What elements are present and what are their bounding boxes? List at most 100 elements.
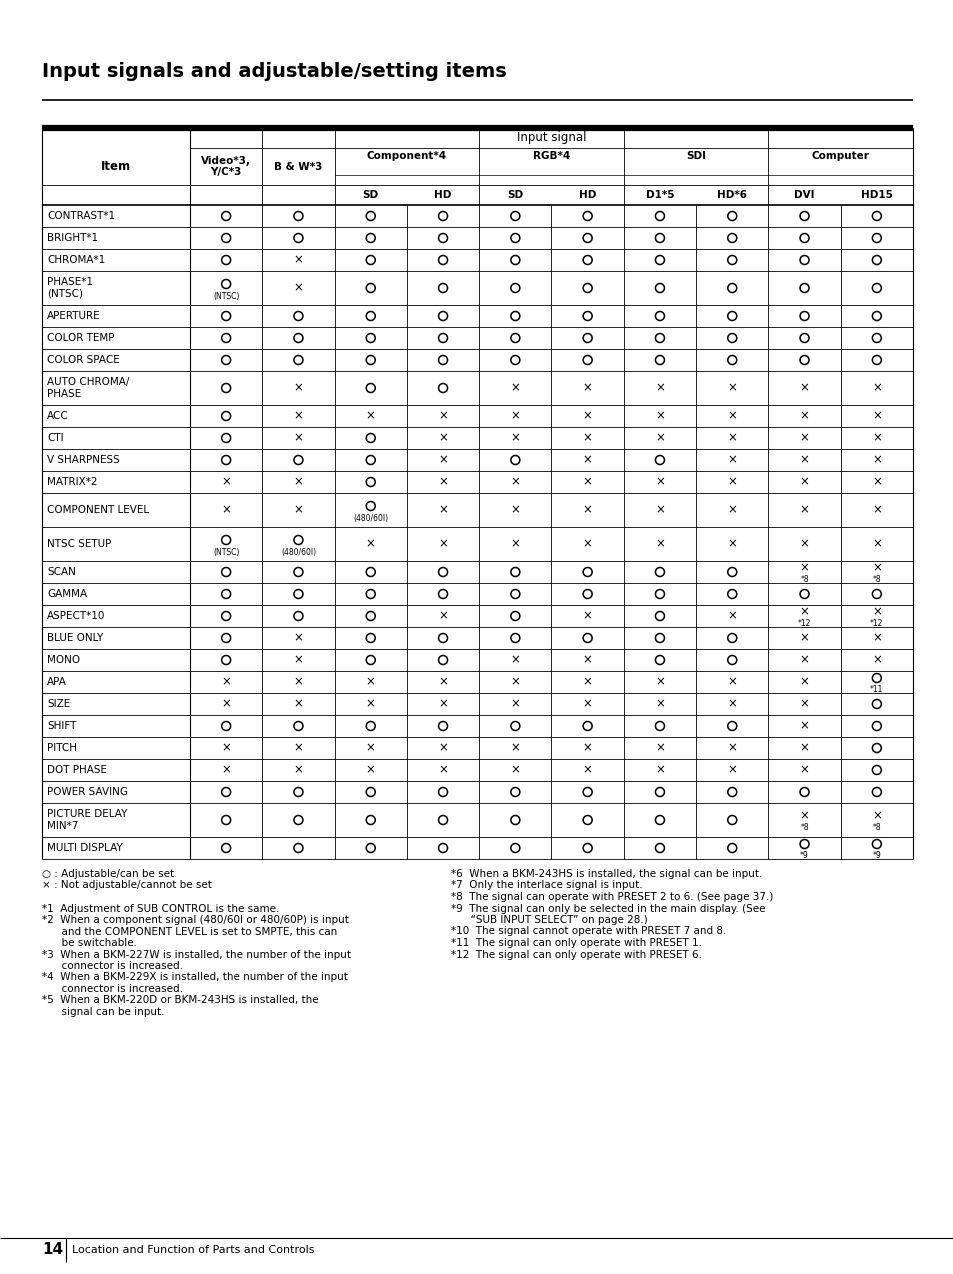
Text: ×: × (799, 454, 809, 466)
Text: POWER SAVING: POWER SAVING (47, 787, 128, 798)
Text: ×: × (221, 503, 231, 516)
Text: ×: × (582, 381, 592, 395)
Text: ×: × (582, 432, 592, 445)
Text: ×: × (510, 697, 519, 711)
Text: ×: × (510, 409, 519, 423)
Text: SHIFT: SHIFT (47, 721, 76, 731)
Text: ×: × (871, 409, 881, 423)
Text: ×: × (799, 409, 809, 423)
Text: SDI: SDI (685, 152, 705, 161)
Text: ×: × (437, 538, 448, 550)
Text: ×: × (799, 475, 809, 488)
Text: connector is increased.: connector is increased. (42, 984, 183, 994)
Text: HD*6: HD*6 (717, 190, 746, 200)
Text: ×: × (655, 475, 664, 488)
Text: HD15: HD15 (860, 190, 892, 200)
Text: MULTI DISPLAY: MULTI DISPLAY (47, 843, 123, 854)
Text: ×: × (294, 503, 303, 516)
Text: ×: × (582, 741, 592, 754)
Text: DOT PHASE: DOT PHASE (47, 764, 107, 775)
Text: ×: × (871, 475, 881, 488)
Text: Item: Item (101, 161, 131, 173)
Text: ×: × (726, 454, 737, 466)
Text: ×: × (799, 632, 809, 645)
Text: *11  The signal can only operate with PRESET 1.: *11 The signal can only operate with PRE… (451, 938, 701, 948)
Text: ×: × (871, 454, 881, 466)
Text: COLOR SPACE: COLOR SPACE (47, 355, 120, 364)
Text: ×: × (582, 538, 592, 550)
Text: SD: SD (362, 190, 378, 200)
Text: ×: × (221, 475, 231, 488)
Text: ×: × (437, 763, 448, 776)
Text: MATRIX*2: MATRIX*2 (47, 476, 97, 487)
Text: ×: × (655, 503, 664, 516)
Text: Location and Function of Parts and Controls: Location and Function of Parts and Contr… (71, 1245, 314, 1255)
Text: ×: × (871, 809, 881, 823)
Text: ×: × (799, 654, 809, 666)
Text: *8  The signal can operate with PRESET 2 to 6. (See page 37.): *8 The signal can operate with PRESET 2 … (451, 892, 773, 902)
Text: ×: × (726, 697, 737, 711)
Text: ×: × (871, 503, 881, 516)
Text: CHROMA*1: CHROMA*1 (47, 255, 105, 265)
Text: *3  When a BKM-227W is installed, the number of the input: *3 When a BKM-227W is installed, the num… (42, 949, 351, 959)
Text: PHASE: PHASE (47, 389, 81, 399)
Text: ×: × (726, 763, 737, 776)
Text: SIZE: SIZE (47, 699, 71, 710)
Text: Input signal: Input signal (517, 131, 586, 144)
Text: ×: × (655, 741, 664, 754)
Text: ×: × (726, 741, 737, 754)
Text: ×: × (221, 675, 231, 688)
Text: Input signals and adjustable/setting items: Input signals and adjustable/setting ite… (42, 62, 506, 82)
Text: PITCH: PITCH (47, 743, 77, 753)
Text: *9: *9 (872, 851, 881, 860)
Text: × : Not adjustable/cannot be set: × : Not adjustable/cannot be set (42, 880, 212, 891)
Text: ×: × (582, 697, 592, 711)
Text: ×: × (294, 432, 303, 445)
Text: ×: × (294, 381, 303, 395)
Text: ×: × (510, 654, 519, 666)
Text: signal can be input.: signal can be input. (42, 1006, 164, 1017)
Text: ×: × (294, 632, 303, 645)
Text: connector is increased.: connector is increased. (42, 961, 183, 971)
Text: GAMMA: GAMMA (47, 589, 87, 599)
Text: ×: × (510, 675, 519, 688)
Text: MIN*7: MIN*7 (47, 820, 78, 831)
Text: and the COMPONENT LEVEL is set to SMPTE, this can: and the COMPONENT LEVEL is set to SMPTE,… (42, 926, 337, 936)
Text: *12: *12 (797, 619, 810, 628)
Text: ×: × (437, 609, 448, 623)
Text: ×: × (510, 503, 519, 516)
Text: ×: × (655, 409, 664, 423)
Text: ×: × (365, 538, 375, 550)
Text: ×: × (510, 432, 519, 445)
Text: *9: *9 (800, 851, 808, 860)
Text: ×: × (582, 454, 592, 466)
Text: ×: × (221, 741, 231, 754)
Text: 14: 14 (42, 1242, 63, 1257)
Text: Video*3,
Y/C*3: Video*3, Y/C*3 (201, 155, 251, 177)
Text: *2  When a component signal (480/60I or 480/60P) is input: *2 When a component signal (480/60I or 4… (42, 915, 349, 925)
Text: ×: × (294, 675, 303, 688)
Text: (NTSC): (NTSC) (213, 548, 239, 557)
Text: ×: × (221, 763, 231, 776)
Text: (NTSC): (NTSC) (47, 289, 83, 299)
Text: APERTURE: APERTURE (47, 311, 100, 321)
Text: *7  Only the interlace signal is input.: *7 Only the interlace signal is input. (451, 880, 642, 891)
Text: ×: × (437, 432, 448, 445)
Text: (NTSC): (NTSC) (213, 292, 239, 301)
Text: *5  When a BKM-220D or BKM-243HS is installed, the: *5 When a BKM-220D or BKM-243HS is insta… (42, 995, 318, 1005)
Text: BRIGHT*1: BRIGHT*1 (47, 233, 98, 243)
Text: ×: × (726, 409, 737, 423)
Text: ×: × (726, 609, 737, 623)
Text: CTI: CTI (47, 433, 64, 443)
Text: *8: *8 (872, 576, 881, 585)
Text: ×: × (799, 720, 809, 733)
Text: CONTRAST*1: CONTRAST*1 (47, 211, 115, 220)
Text: SD: SD (507, 190, 523, 200)
Text: ASPECT*10: ASPECT*10 (47, 612, 105, 620)
Text: ×: × (655, 697, 664, 711)
Text: ×: × (655, 432, 664, 445)
Text: *11: *11 (869, 685, 882, 694)
Text: ×: × (510, 475, 519, 488)
Text: ×: × (582, 609, 592, 623)
Text: ×: × (799, 562, 809, 575)
